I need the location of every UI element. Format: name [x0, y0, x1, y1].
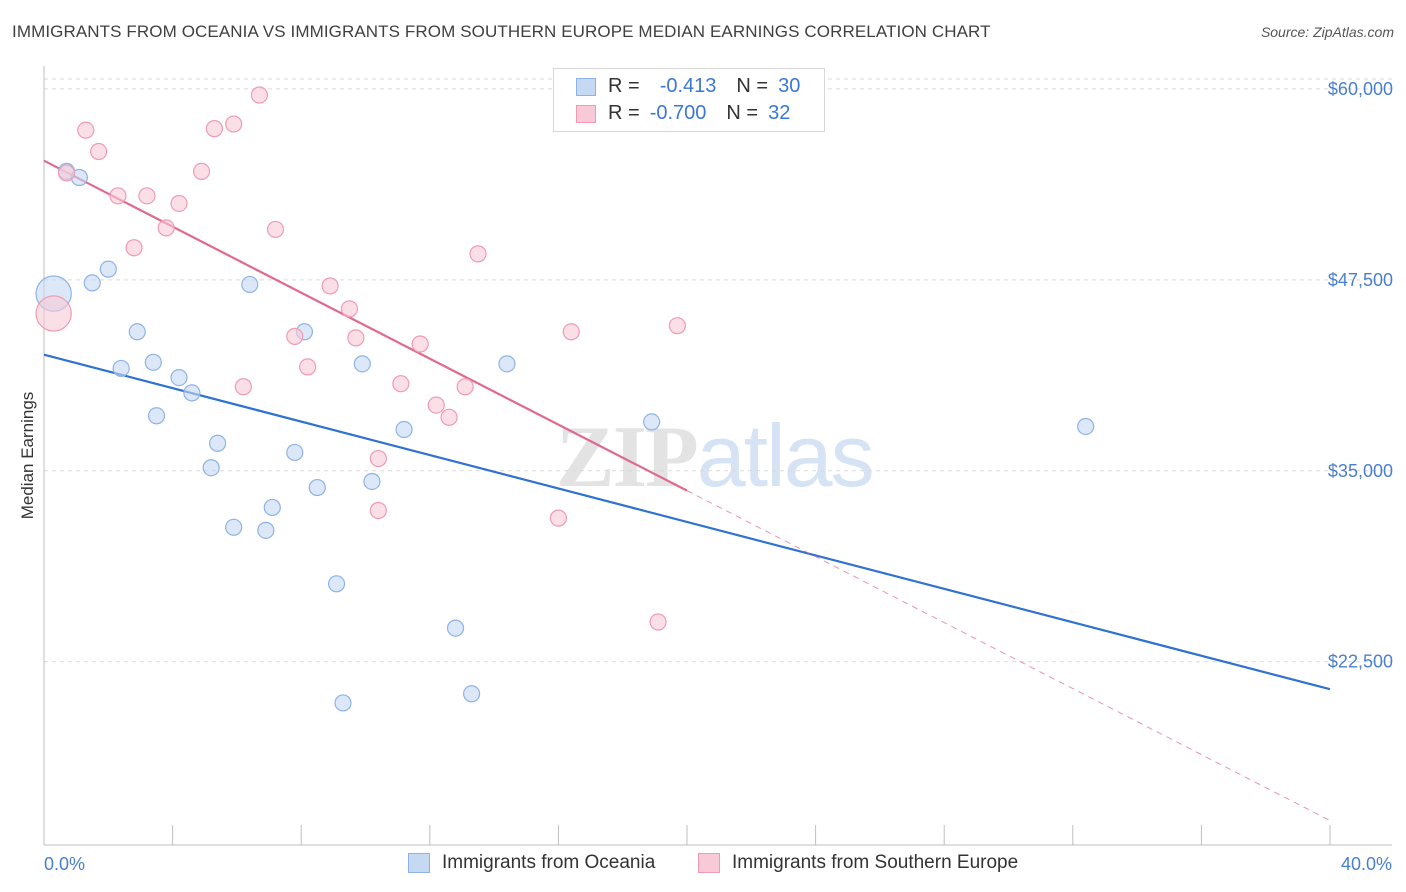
- data-point-oceania: [498, 355, 516, 373]
- chart-title: IMMIGRANTS FROM OCEANIA VS IMMIGRANTS FR…: [12, 22, 991, 41]
- legend-item-oceania: Immigrants from Oceania: [408, 852, 655, 874]
- data-point-oceania: [202, 459, 220, 477]
- data-point-oceania: [263, 498, 281, 517]
- legend-n-label: N =: [736, 75, 769, 97]
- data-point-southern-europe: [35, 295, 72, 332]
- legend-row-oceania: R = -0.413 N = 30: [576, 75, 800, 98]
- trend-lines: [43, 159, 1331, 822]
- source-label: Source: ZipAtlas.com: [1260, 24, 1394, 40]
- data-point-southern-europe: [57, 164, 76, 182]
- legend-r-value: -0.700: [649, 102, 707, 124]
- watermark: ZIPatlas: [556, 405, 875, 508]
- legend-swatch-southern-europe: [576, 104, 596, 123]
- data-point-southern-europe: [392, 375, 410, 393]
- data-point-southern-europe: [369, 501, 387, 520]
- data-point-oceania: [170, 369, 188, 387]
- legend-swatch-oceania: [576, 77, 596, 96]
- legend-n-value: 30: [778, 75, 801, 97]
- legend-r-value: -0.413: [659, 75, 717, 97]
- data-point-southern-europe: [411, 335, 429, 353]
- legend-item-southern-europe: Immigrants from Southern Europe: [698, 852, 1018, 874]
- data-point-southern-europe: [286, 327, 304, 345]
- axis-labels: $22,500 $35,000 $47,500 $60,000 0.0% 40.0% Med…: [18, 79, 1393, 874]
- data-point-oceania: [99, 260, 117, 278]
- legend-swatch-southern-europe: [698, 853, 720, 873]
- data-points: [35, 86, 1095, 712]
- data-point-southern-europe: [234, 378, 252, 396]
- data-point-oceania: [643, 413, 661, 431]
- data-point-southern-europe: [125, 239, 143, 257]
- grid: [44, 78, 1392, 663]
- trend-line-southern-europe: [43, 159, 688, 492]
- x-tick-label: 0.0%: [44, 854, 85, 874]
- data-point-southern-europe: [90, 142, 108, 161]
- data-point-southern-europe: [250, 86, 269, 104]
- data-point-southern-europe: [170, 194, 188, 213]
- data-point-oceania: [363, 472, 381, 491]
- data-point-southern-europe: [109, 187, 127, 205]
- data-point-oceania: [144, 353, 162, 371]
- axes: [43, 66, 1392, 846]
- data-point-southern-europe: [266, 220, 285, 239]
- data-point-oceania: [128, 323, 146, 341]
- data-point-oceania: [183, 384, 201, 402]
- series-legend: Immigrants from Oceania Immigrants from …: [0, 852, 1406, 878]
- data-point-oceania: [83, 274, 101, 292]
- data-point-southern-europe: [347, 329, 365, 347]
- legend-label-southern-europe: Immigrants from Southern Europe: [732, 852, 1019, 873]
- data-point-oceania: [334, 694, 352, 712]
- trend-line-oceania: [43, 353, 1331, 691]
- y-tick-label: $35,000: [1328, 461, 1393, 481]
- data-point-southern-europe: [549, 509, 568, 527]
- data-point-southern-europe: [192, 162, 211, 180]
- legend-row-southern-europe: R = -0.700 N = 32: [576, 102, 790, 125]
- y-tick-label: $22,500: [1328, 652, 1393, 672]
- data-point-southern-europe: [427, 396, 445, 414]
- data-point-oceania: [446, 619, 465, 637]
- data-point-oceania: [286, 443, 304, 462]
- data-point-oceania: [209, 434, 227, 452]
- legend-r-label: R =: [608, 102, 640, 124]
- watermark-zip: ZIP: [556, 409, 699, 506]
- legend-n-label: N =: [726, 102, 759, 124]
- data-point-oceania: [112, 359, 130, 378]
- data-point-southern-europe: [440, 408, 458, 426]
- data-point-oceania: [147, 407, 166, 425]
- data-point-southern-europe: [469, 245, 487, 263]
- data-point-oceania: [257, 521, 275, 539]
- data-point-oceania: [1077, 417, 1095, 436]
- legend-r-label: R =: [608, 75, 640, 97]
- data-point-oceania: [225, 518, 243, 536]
- y-tick-label: $47,500: [1328, 270, 1393, 290]
- data-point-oceania: [241, 275, 259, 294]
- x-tick-label: 40.0%: [1341, 854, 1392, 874]
- data-point-southern-europe: [562, 323, 580, 341]
- data-point-oceania: [353, 355, 371, 373]
- watermark-atlas: atlas: [696, 406, 875, 505]
- data-point-southern-europe: [369, 449, 387, 468]
- data-point-southern-europe: [321, 277, 339, 295]
- data-point-southern-europe: [340, 300, 359, 318]
- data-point-oceania: [327, 575, 346, 593]
- data-point-oceania: [308, 478, 326, 497]
- data-point-southern-europe: [456, 378, 474, 396]
- stats-legend: R = -0.413 N = 30 R = -0.700 N = 32: [553, 68, 825, 132]
- data-point-oceania: [395, 420, 413, 439]
- data-point-southern-europe: [205, 120, 223, 138]
- y-tick-label: $60,000: [1328, 79, 1393, 99]
- data-point-southern-europe: [649, 613, 667, 631]
- legend-n-value: 32: [768, 102, 791, 124]
- data-point-southern-europe: [668, 317, 686, 335]
- trend-line-extension-southern-europe: [686, 490, 1331, 822]
- legend-swatch-oceania: [408, 853, 430, 873]
- y-axis-title: Median Earnings: [18, 392, 37, 520]
- data-point-southern-europe: [157, 219, 175, 237]
- data-point-oceania: [462, 685, 481, 703]
- data-point-southern-europe: [138, 187, 156, 205]
- data-point-southern-europe: [77, 121, 95, 139]
- legend-label-oceania: Immigrants from Oceania: [442, 852, 656, 873]
- data-point-southern-europe: [225, 115, 243, 133]
- data-point-southern-europe: [299, 358, 317, 376]
